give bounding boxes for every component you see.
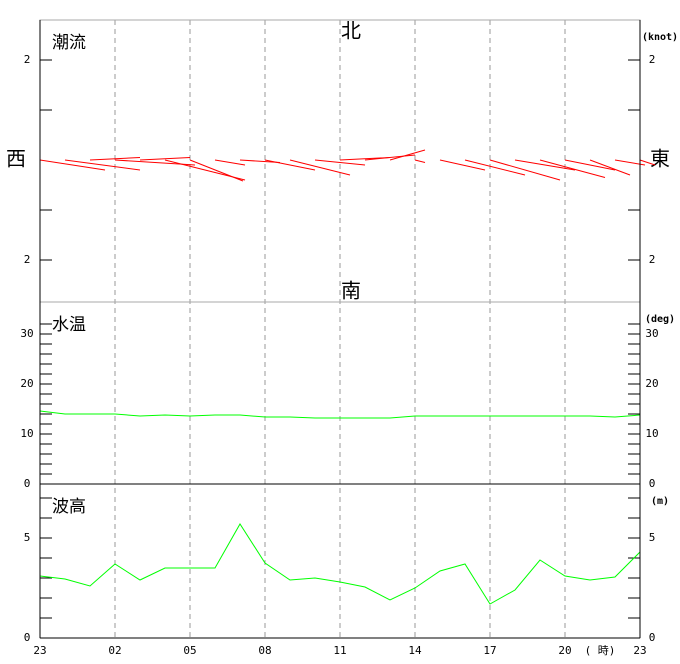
current-vector (489, 159, 561, 181)
unit-label: (m) (651, 496, 669, 507)
current-vector (414, 159, 426, 163)
x-tick-label: 05 (183, 644, 196, 657)
compass-west: 西 (6, 147, 26, 171)
x-tick-label: 02 (108, 644, 121, 657)
y-tick-label-right: 30 (645, 327, 658, 340)
current-vector (189, 159, 244, 182)
x-tick-label: 11 (333, 644, 346, 657)
y-tick-label: 20 (20, 377, 33, 390)
current-vector (39, 159, 106, 171)
current-vector (539, 159, 606, 178)
current-vector (64, 159, 141, 171)
current-vector (389, 149, 426, 161)
y-tick-label: 30 (20, 327, 33, 340)
unit-label: (deg) (645, 314, 675, 325)
current-vector (364, 154, 416, 161)
current-vector (214, 159, 246, 166)
y-tick-label-right: 20 (645, 377, 658, 390)
y-tick-label-right: 0 (649, 477, 656, 490)
current-vector (464, 159, 526, 176)
x-tick-label: 20 (558, 644, 571, 657)
y-tick-label: 0 (24, 477, 31, 490)
x-axis-label: ( 時) (585, 644, 616, 657)
x-tick-label: 23 (33, 644, 46, 657)
y-tick-label: 10 (20, 427, 33, 440)
data-line (39, 523, 641, 605)
y-tick-label-right: 2 (649, 53, 656, 66)
y-tick-label-right: 0 (649, 631, 656, 644)
current-vector (514, 159, 576, 171)
y-tick-label-right: 5 (649, 531, 656, 544)
current-vector (89, 157, 141, 161)
y-tick-label: 5 (24, 531, 31, 544)
current-vector (439, 159, 486, 171)
current-vector (289, 159, 351, 176)
x-tick-label: 08 (258, 644, 271, 657)
y-tick-label-right: 10 (645, 427, 658, 440)
current-vector (314, 159, 366, 166)
compass-south: 南 (341, 279, 361, 303)
x-tick-label: 17 (483, 644, 496, 657)
x-tick-label: 23 (633, 644, 646, 657)
current-vector (589, 159, 631, 176)
y-tick-label: 2 (24, 253, 31, 266)
x-tick-label: 14 (408, 644, 422, 657)
y-tick-label-right: 2 (649, 253, 656, 266)
panel-title: 潮流 (52, 33, 86, 53)
y-tick-label: 0 (24, 631, 31, 644)
current-vector (139, 157, 191, 161)
current-vector (639, 159, 656, 166)
data-line (39, 410, 641, 419)
current-vector (564, 159, 616, 171)
unit-label: (knot) (642, 32, 678, 43)
y-tick-label: 2 (24, 53, 31, 66)
panel-title: 水温 (52, 315, 86, 335)
compass-east: 東 (650, 147, 670, 171)
panel-title: 波高 (52, 497, 86, 517)
current-vector (264, 159, 316, 171)
compass-north: 北 (341, 19, 361, 43)
